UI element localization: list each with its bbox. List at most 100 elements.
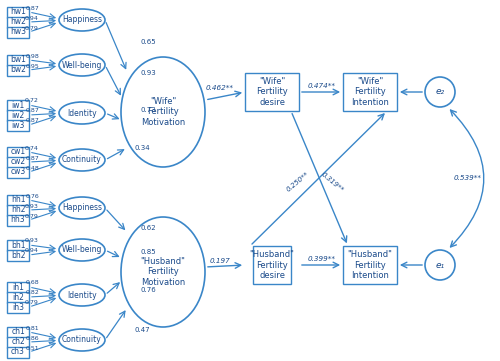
Text: 0.87: 0.87 [25,5,39,10]
Text: ih3: ih3 [12,303,24,312]
FancyBboxPatch shape [7,291,29,303]
FancyBboxPatch shape [7,249,29,261]
Text: 0.86: 0.86 [25,335,39,340]
Text: bw1: bw1 [10,56,26,65]
FancyBboxPatch shape [7,26,29,38]
Text: 0.87: 0.87 [25,118,39,123]
Ellipse shape [59,54,105,76]
Text: 0.93: 0.93 [25,239,39,244]
Ellipse shape [59,284,105,306]
FancyBboxPatch shape [7,204,29,216]
Text: "Wife"
Fertility
Motivation: "Wife" Fertility Motivation [141,97,185,127]
Ellipse shape [59,149,105,171]
Text: ch1: ch1 [11,327,25,336]
Text: 0.62: 0.62 [140,225,156,231]
Text: 0.79: 0.79 [25,213,39,218]
Ellipse shape [425,250,455,280]
FancyBboxPatch shape [7,109,29,121]
Text: Happiness: Happiness [62,16,102,25]
FancyBboxPatch shape [7,326,29,338]
FancyBboxPatch shape [7,301,29,313]
Text: cw3: cw3 [10,168,26,177]
Text: ih1: ih1 [12,283,24,291]
Text: iw1: iw1 [12,100,24,109]
Text: Identity: Identity [67,109,97,117]
Text: 0.399**: 0.399** [308,256,336,262]
Text: hh1: hh1 [11,196,25,204]
Text: "Wife"
Fertility
Intention: "Wife" Fertility Intention [351,77,389,107]
FancyBboxPatch shape [7,55,29,65]
Text: 0.82: 0.82 [25,291,39,296]
Text: 0.250**: 0.250** [286,171,310,193]
Text: bh2: bh2 [11,251,25,260]
FancyBboxPatch shape [7,347,29,357]
FancyBboxPatch shape [253,246,291,284]
Ellipse shape [59,197,105,219]
FancyBboxPatch shape [7,282,29,292]
Text: 0.51: 0.51 [25,345,39,351]
Text: ch3: ch3 [11,348,25,357]
Text: "Husband"
Fertility
Intention: "Husband" Fertility Intention [348,250,393,280]
Text: 0.68: 0.68 [25,280,39,286]
FancyBboxPatch shape [7,119,29,130]
Text: 0.48: 0.48 [25,165,39,170]
Text: 0.47: 0.47 [134,327,150,333]
Ellipse shape [425,77,455,107]
Text: "Husband"
Fertility
Motivation: "Husband" Fertility Motivation [140,257,186,287]
Text: 0.73: 0.73 [140,107,156,113]
Text: bw2: bw2 [10,65,26,74]
Text: 0.474**: 0.474** [308,83,336,89]
Text: hw1: hw1 [10,8,26,17]
Text: 0.98: 0.98 [25,53,39,58]
Text: 0.74: 0.74 [25,145,39,151]
Text: 0.94: 0.94 [25,248,39,253]
Text: 0.93: 0.93 [140,70,156,76]
Text: 0.76: 0.76 [140,287,156,293]
FancyBboxPatch shape [7,214,29,226]
Text: "Wife"
Fertility
desire: "Wife" Fertility desire [256,77,288,107]
Text: Happiness: Happiness [62,204,102,213]
Text: 0.65: 0.65 [140,39,156,45]
Text: 0.197: 0.197 [210,258,231,264]
FancyBboxPatch shape [7,166,29,178]
Ellipse shape [59,102,105,124]
Text: hh2: hh2 [11,205,25,214]
FancyBboxPatch shape [343,73,397,111]
Text: "Husband"
Fertility
desire: "Husband" Fertility desire [250,250,294,280]
Text: 0.95: 0.95 [25,64,39,69]
FancyBboxPatch shape [7,195,29,205]
Text: 0.319**: 0.319** [320,171,344,193]
Text: Continuity: Continuity [62,156,102,165]
Text: e₁: e₁ [436,261,444,270]
FancyBboxPatch shape [7,6,29,17]
Ellipse shape [59,329,105,351]
Text: iw2: iw2 [12,110,24,119]
Text: ih2: ih2 [12,292,24,301]
FancyBboxPatch shape [7,239,29,251]
FancyBboxPatch shape [7,157,29,168]
Text: 0.76: 0.76 [25,193,39,199]
FancyBboxPatch shape [7,147,29,157]
Text: 0.79: 0.79 [25,26,39,30]
Text: 0.72: 0.72 [25,99,39,104]
Text: Well-being: Well-being [62,245,102,255]
Text: 0.87: 0.87 [25,109,39,113]
Text: iw3: iw3 [12,121,24,130]
Ellipse shape [121,217,205,327]
Text: bh1: bh1 [11,240,25,249]
FancyBboxPatch shape [7,100,29,110]
Text: 0.462**: 0.462** [206,85,234,91]
FancyBboxPatch shape [7,65,29,75]
Text: 0.79: 0.79 [25,300,39,305]
Text: ch2: ch2 [11,338,25,347]
Text: cw2: cw2 [10,157,26,166]
Text: Continuity: Continuity [62,335,102,344]
Text: 0.87: 0.87 [25,156,39,161]
FancyBboxPatch shape [7,336,29,348]
Text: Identity: Identity [67,291,97,300]
Ellipse shape [59,9,105,31]
Ellipse shape [59,239,105,261]
FancyBboxPatch shape [7,17,29,27]
Text: hh3: hh3 [10,216,26,225]
Text: e₂: e₂ [436,87,444,96]
